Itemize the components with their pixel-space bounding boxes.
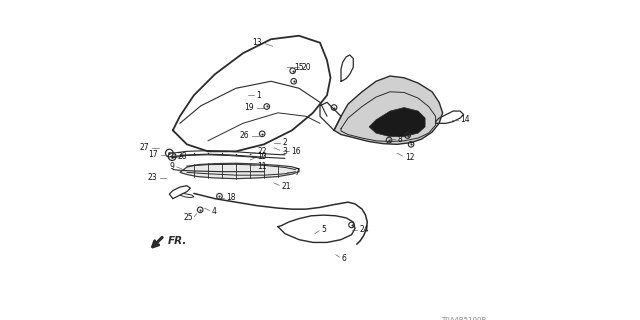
Text: 26: 26 bbox=[239, 131, 249, 140]
Text: 19: 19 bbox=[244, 103, 254, 112]
Text: 22: 22 bbox=[258, 147, 267, 156]
Polygon shape bbox=[334, 76, 443, 144]
Text: 8: 8 bbox=[398, 135, 403, 144]
Text: 24: 24 bbox=[359, 225, 369, 234]
Text: 13: 13 bbox=[253, 38, 262, 47]
Polygon shape bbox=[369, 108, 425, 137]
Text: 15: 15 bbox=[294, 63, 304, 72]
Text: 9: 9 bbox=[170, 162, 175, 171]
Text: 2: 2 bbox=[282, 138, 287, 147]
Text: 18: 18 bbox=[226, 193, 236, 202]
Text: 23: 23 bbox=[147, 173, 157, 182]
Text: 6: 6 bbox=[341, 254, 346, 263]
Text: 28: 28 bbox=[177, 152, 186, 161]
Text: T0A4B5100B: T0A4B5100B bbox=[441, 317, 486, 320]
Text: 3: 3 bbox=[282, 147, 287, 156]
Text: 17: 17 bbox=[148, 150, 158, 159]
Text: 25: 25 bbox=[184, 213, 193, 222]
Text: 21: 21 bbox=[282, 182, 291, 191]
Text: 5: 5 bbox=[321, 225, 326, 234]
Text: 12: 12 bbox=[404, 153, 414, 162]
Text: 20: 20 bbox=[301, 63, 311, 72]
Text: 4: 4 bbox=[212, 207, 217, 216]
Text: 10: 10 bbox=[258, 152, 268, 161]
Text: FR.: FR. bbox=[168, 236, 187, 246]
Text: 27: 27 bbox=[140, 143, 149, 152]
Text: 14: 14 bbox=[460, 115, 470, 124]
Text: 16: 16 bbox=[291, 147, 301, 156]
Polygon shape bbox=[180, 163, 299, 179]
Text: 11: 11 bbox=[258, 162, 267, 171]
Text: 1: 1 bbox=[256, 91, 260, 100]
Text: 7: 7 bbox=[294, 168, 300, 177]
